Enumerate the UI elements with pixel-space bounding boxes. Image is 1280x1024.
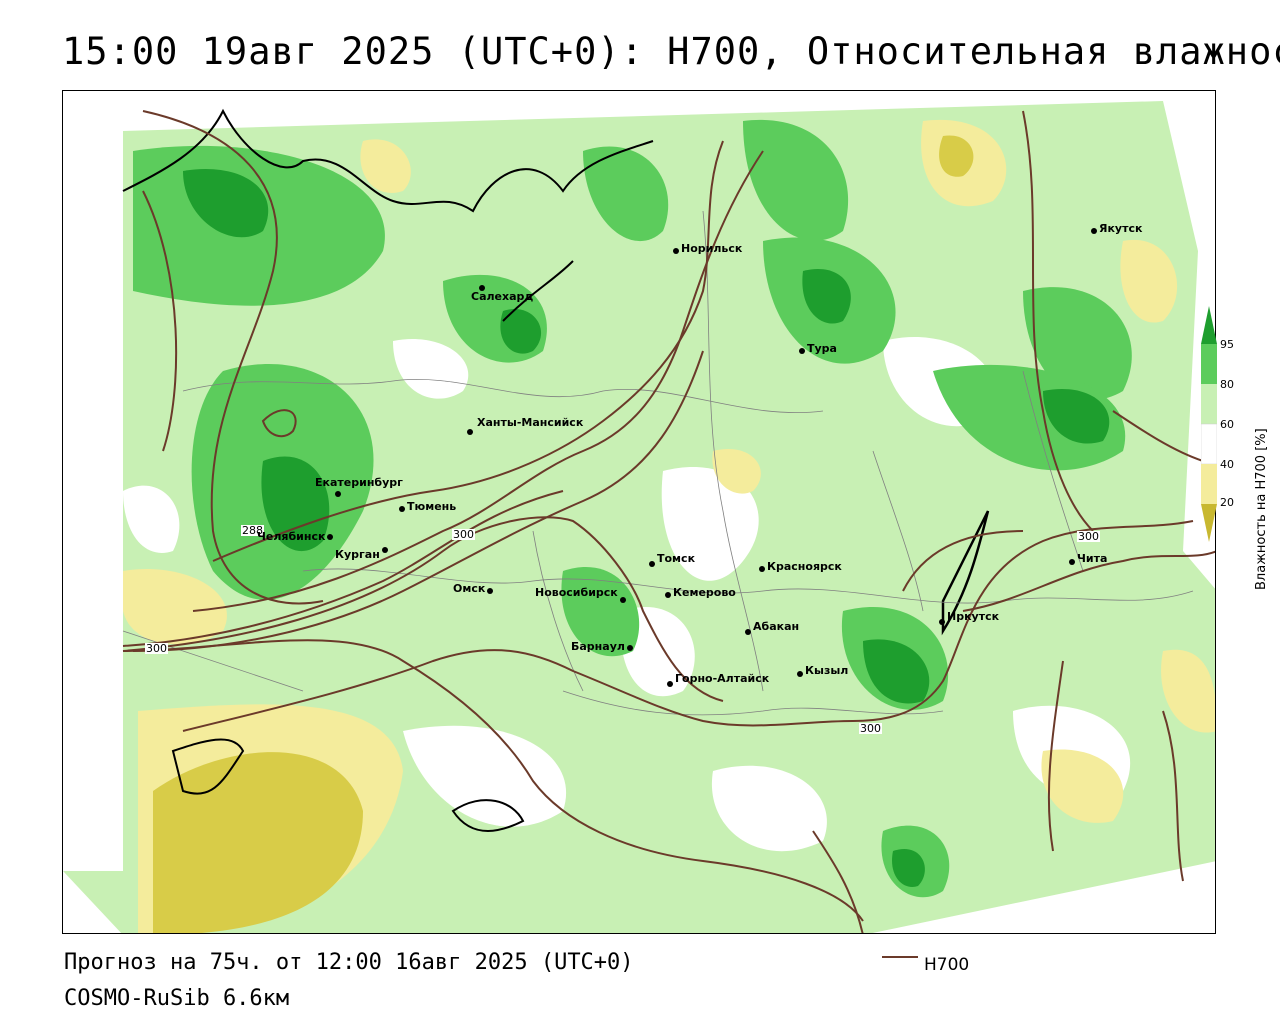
city-yakutsk: Якутск [1091, 223, 1142, 235]
map-title: 15:00 19авг 2025 (UTC+0): H700, Относите… [62, 30, 1280, 73]
contour-label: 288 [241, 524, 264, 537]
contour-label: 300 [1077, 530, 1100, 543]
contour-label: 300 [145, 642, 168, 655]
contour-label: 300 [452, 528, 475, 541]
city-tomsk: Томск [649, 553, 695, 567]
city-khanty-mansiysk: Ханты-Мансийск [467, 417, 583, 435]
city-chelyabinsk: Челябинск [257, 531, 334, 543]
colorbar-title: Влажность на H700 [%] [1254, 428, 1269, 590]
city-novosibirsk: Новосибирск [535, 587, 626, 603]
humidity-field [63, 91, 1215, 933]
contour-label: 300 [859, 722, 882, 735]
city-kurgan: Курган [335, 547, 388, 561]
city-omsk: Омск [453, 583, 494, 595]
city-chita: Чита [1069, 553, 1107, 565]
colorbar-tick: 60 [1220, 418, 1234, 431]
city-abakan: Абакан [745, 621, 799, 635]
city-krasnoyarsk: Красноярск [759, 561, 842, 573]
city-kemerovo: Кемерово [665, 587, 736, 599]
city-tura: Тура [799, 343, 837, 355]
h700-legend-line [882, 956, 918, 958]
colorbar-tick: 40 [1220, 458, 1234, 471]
city-tyumen: Тюмень [399, 501, 456, 513]
forecast-info: Прогноз на 75ч. от 12:00 16авг 2025 (UTC… [64, 950, 634, 975]
colorbar-tick: 80 [1220, 378, 1234, 391]
colorbar-tick: 95 [1220, 338, 1234, 351]
city-yekaterinburg: Екатеринбург [315, 477, 403, 497]
city-norilsk: Норильск [673, 243, 742, 255]
city-kyzyl: Кызыл [797, 665, 848, 677]
model-name: COSMO-RuSib 6.6км [64, 986, 290, 1011]
humidity-colorbar [1201, 306, 1217, 542]
h700-legend-label: H700 [924, 955, 970, 975]
city-barnaul: Барнаул [571, 641, 633, 653]
city-gorno-altaysk: Горно-Алтайск [667, 673, 769, 687]
humidity-map: 288 300 300 300 300 Норильск Якутск Сале… [62, 90, 1216, 934]
city-irkutsk: Иркутск [939, 611, 999, 625]
colorbar-tick: 20 [1220, 496, 1234, 509]
city-salekhard: Салехард [471, 285, 533, 303]
